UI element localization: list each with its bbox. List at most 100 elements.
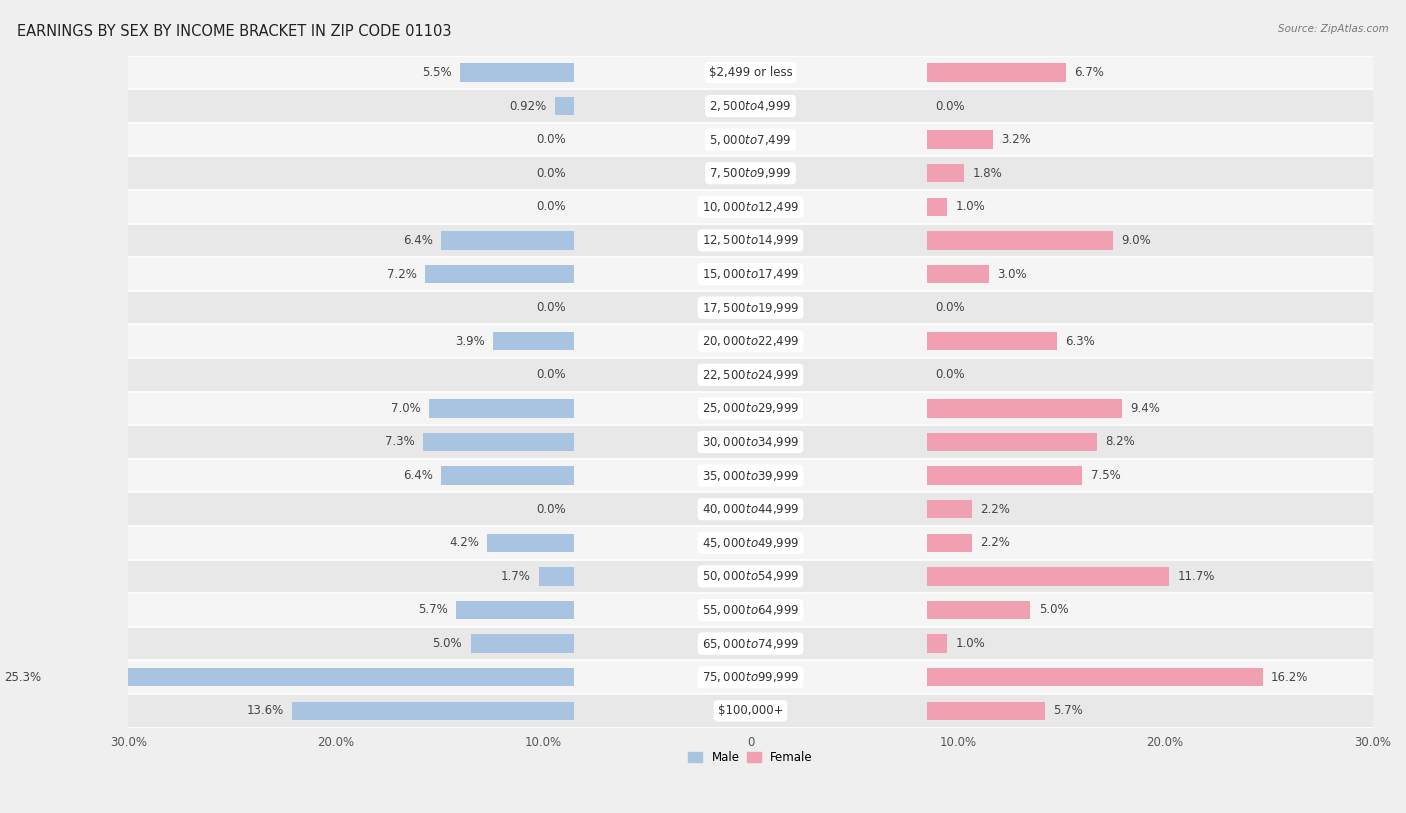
Text: 5.7%: 5.7% [418,603,447,616]
Bar [128,526,1372,559]
Bar [555,97,574,115]
Text: $100,000+: $100,000+ [717,704,783,717]
Text: 13.6%: 13.6% [246,704,284,717]
Text: 0.0%: 0.0% [536,368,565,381]
Text: 7.3%: 7.3% [385,436,415,449]
Bar [128,425,1372,459]
Text: 1.0%: 1.0% [956,200,986,213]
Bar [128,190,1372,224]
Bar [128,224,1372,257]
Text: 3.9%: 3.9% [456,335,485,348]
Bar [927,265,988,283]
Text: $55,000 to $64,999: $55,000 to $64,999 [702,603,799,617]
Bar [441,467,574,485]
Text: $75,000 to $99,999: $75,000 to $99,999 [702,670,799,685]
Text: $2,499 or less: $2,499 or less [709,66,793,79]
Legend: Male, Female: Male, Female [683,746,818,769]
Text: $7,500 to $9,999: $7,500 to $9,999 [709,166,792,180]
Bar [927,164,965,182]
Text: $22,500 to $24,999: $22,500 to $24,999 [702,367,799,382]
Bar [927,467,1083,485]
Bar [128,156,1372,190]
Text: EARNINGS BY SEX BY INCOME BRACKET IN ZIP CODE 01103: EARNINGS BY SEX BY INCOME BRACKET IN ZIP… [17,24,451,39]
Text: $35,000 to $39,999: $35,000 to $39,999 [702,468,799,483]
Bar [538,567,574,585]
Bar [128,55,1372,89]
Text: 7.2%: 7.2% [387,267,416,280]
Bar [927,533,973,552]
Text: 5.0%: 5.0% [433,637,463,650]
Text: 11.7%: 11.7% [1178,570,1215,583]
Text: $17,500 to $19,999: $17,500 to $19,999 [702,301,799,315]
Text: 9.0%: 9.0% [1122,234,1152,247]
Text: 0.0%: 0.0% [536,167,565,180]
Bar [927,500,973,519]
Bar [471,634,574,653]
Text: $30,000 to $34,999: $30,000 to $34,999 [702,435,799,449]
Text: 6.4%: 6.4% [404,234,433,247]
Bar [927,332,1057,350]
Text: $12,500 to $14,999: $12,500 to $14,999 [702,233,799,247]
Text: $20,000 to $22,499: $20,000 to $22,499 [702,334,799,348]
Bar [927,130,993,149]
Bar [927,601,1031,620]
Text: $2,500 to $4,999: $2,500 to $4,999 [709,99,792,113]
Text: 0.0%: 0.0% [536,133,565,146]
Text: 0.0%: 0.0% [536,502,565,515]
Bar [128,694,1372,728]
Text: 8.2%: 8.2% [1105,436,1135,449]
Text: 7.0%: 7.0% [391,402,420,415]
Text: 2.2%: 2.2% [980,502,1011,515]
Bar [128,123,1372,156]
Text: 1.8%: 1.8% [973,167,1002,180]
Bar [49,668,574,686]
Bar [425,265,574,283]
Text: 1.0%: 1.0% [956,637,986,650]
Text: 0.0%: 0.0% [536,200,565,213]
Text: 0.0%: 0.0% [935,301,965,314]
Text: $25,000 to $29,999: $25,000 to $29,999 [702,402,799,415]
Bar [927,399,1122,418]
Bar [128,627,1372,660]
Text: 3.0%: 3.0% [997,267,1026,280]
Bar [927,634,948,653]
Text: 16.2%: 16.2% [1271,671,1308,684]
Text: 3.2%: 3.2% [1001,133,1031,146]
Text: 2.2%: 2.2% [980,537,1011,550]
Bar [927,231,1114,250]
Bar [128,660,1372,694]
Text: 6.3%: 6.3% [1066,335,1095,348]
Bar [441,231,574,250]
Text: 0.0%: 0.0% [536,301,565,314]
Bar [128,459,1372,493]
Bar [128,324,1372,358]
Bar [128,291,1372,324]
Bar [128,257,1372,291]
Bar [128,493,1372,526]
Bar [494,332,574,350]
Bar [128,358,1372,392]
Text: 6.7%: 6.7% [1074,66,1104,79]
Text: 6.4%: 6.4% [404,469,433,482]
Bar [429,399,574,418]
Text: 5.5%: 5.5% [422,66,451,79]
Bar [423,433,574,451]
Text: $40,000 to $44,999: $40,000 to $44,999 [702,502,799,516]
Bar [128,89,1372,123]
Bar [456,601,574,620]
Text: Source: ZipAtlas.com: Source: ZipAtlas.com [1278,24,1389,34]
Bar [927,702,1045,720]
Text: 9.4%: 9.4% [1130,402,1160,415]
Bar [927,567,1170,585]
Bar [927,63,1066,81]
Bar [128,392,1372,425]
Bar [128,593,1372,627]
Text: $15,000 to $17,499: $15,000 to $17,499 [702,267,799,281]
Bar [486,533,574,552]
Text: $45,000 to $49,999: $45,000 to $49,999 [702,536,799,550]
Bar [927,198,948,216]
Bar [460,63,574,81]
Text: 7.5%: 7.5% [1091,469,1121,482]
Text: 0.92%: 0.92% [509,99,547,112]
Bar [927,433,1097,451]
